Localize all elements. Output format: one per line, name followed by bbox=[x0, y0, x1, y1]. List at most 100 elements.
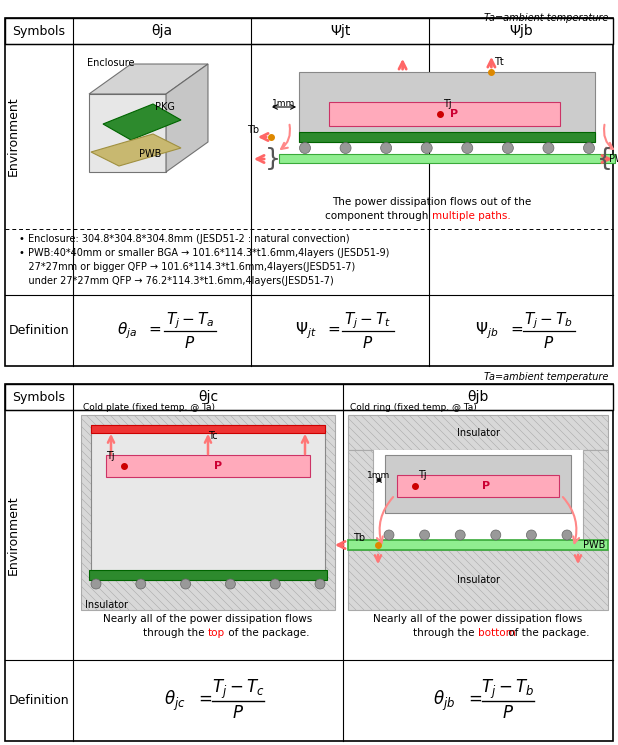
Text: $\Psi_{jt}$  $=$: $\Psi_{jt}$ $=$ bbox=[295, 320, 341, 340]
Bar bbox=[348, 450, 373, 540]
Text: Insulator: Insulator bbox=[85, 600, 128, 610]
Text: Tb: Tb bbox=[247, 125, 259, 135]
Text: bottom: bottom bbox=[478, 628, 516, 638]
Text: Ψjt: Ψjt bbox=[330, 24, 350, 38]
Circle shape bbox=[226, 579, 235, 589]
Text: P: P bbox=[482, 481, 490, 491]
Circle shape bbox=[420, 530, 430, 540]
Text: θjb: θjb bbox=[467, 390, 489, 404]
Text: Insulator: Insulator bbox=[457, 575, 499, 585]
Circle shape bbox=[462, 142, 473, 153]
Polygon shape bbox=[89, 94, 166, 172]
Bar bbox=[299, 72, 595, 142]
Text: PWB: PWB bbox=[583, 540, 605, 550]
Bar bbox=[89, 570, 327, 580]
Bar bbox=[5, 18, 613, 366]
Bar bbox=[279, 154, 615, 163]
Circle shape bbox=[583, 142, 595, 153]
Text: PKG: PKG bbox=[155, 102, 175, 112]
Text: Ψjb: Ψjb bbox=[509, 24, 533, 38]
Text: top: top bbox=[208, 628, 225, 638]
Text: Environment: Environment bbox=[7, 495, 20, 575]
Circle shape bbox=[270, 579, 280, 589]
Text: $T_j - T_b$: $T_j - T_b$ bbox=[525, 310, 574, 331]
Text: Definition: Definition bbox=[9, 324, 69, 337]
Text: Symbols: Symbols bbox=[12, 25, 66, 37]
Bar bbox=[5, 384, 613, 410]
Circle shape bbox=[91, 579, 101, 589]
Text: $\theta_{jb}$  $=$: $\theta_{jb}$ $=$ bbox=[433, 688, 483, 713]
Bar bbox=[81, 415, 335, 610]
Text: Enclosure: Enclosure bbox=[87, 58, 135, 68]
Circle shape bbox=[421, 142, 432, 153]
Text: $T_j - T_t$: $T_j - T_t$ bbox=[344, 310, 392, 331]
Text: $T_j - T_a$: $T_j - T_a$ bbox=[166, 310, 214, 331]
Circle shape bbox=[562, 530, 572, 540]
Text: $T_j - T_c$: $T_j - T_c$ bbox=[211, 678, 265, 701]
Circle shape bbox=[315, 579, 325, 589]
Text: θjc: θjc bbox=[198, 390, 218, 404]
Text: $\theta_{ja}$  $=$: $\theta_{ja}$ $=$ bbox=[117, 320, 163, 340]
Circle shape bbox=[381, 142, 392, 153]
Text: multiple paths.: multiple paths. bbox=[432, 211, 510, 221]
Text: Tt: Tt bbox=[494, 57, 504, 67]
Text: $P$: $P$ bbox=[232, 705, 244, 723]
Polygon shape bbox=[103, 104, 181, 140]
Circle shape bbox=[455, 530, 465, 540]
Bar bbox=[5, 18, 613, 44]
Circle shape bbox=[136, 579, 146, 589]
Text: through the: through the bbox=[413, 628, 478, 638]
Text: Tb: Tb bbox=[353, 533, 365, 543]
Text: Cold plate (fixed temp. @ Ta): Cold plate (fixed temp. @ Ta) bbox=[83, 403, 215, 412]
Polygon shape bbox=[91, 134, 181, 166]
Bar bbox=[348, 450, 608, 540]
Text: Tc: Tc bbox=[208, 431, 218, 441]
Bar bbox=[91, 425, 325, 433]
Text: Cold ring (fixed temp. @ Ta): Cold ring (fixed temp. @ Ta) bbox=[350, 403, 476, 412]
Text: }: } bbox=[265, 147, 281, 171]
Text: Symbols: Symbols bbox=[12, 390, 66, 404]
Bar bbox=[91, 425, 325, 580]
Text: 27*27mm or bigger QFP → 101.6*114.3*t1.6mm,4layers(JESD51-7): 27*27mm or bigger QFP → 101.6*114.3*t1.6… bbox=[19, 262, 355, 272]
Text: Environment: Environment bbox=[7, 97, 20, 177]
Text: $P$: $P$ bbox=[502, 705, 514, 723]
Circle shape bbox=[543, 142, 554, 153]
Text: θja: θja bbox=[151, 24, 172, 38]
Text: • Enclosure: 304.8*304.8*304.8mm (JESD51-2 : natural convection): • Enclosure: 304.8*304.8*304.8mm (JESD51… bbox=[19, 234, 350, 244]
Text: Tj: Tj bbox=[106, 451, 114, 461]
Text: P: P bbox=[451, 109, 459, 119]
Bar bbox=[106, 455, 310, 477]
Bar bbox=[348, 415, 608, 450]
Bar bbox=[5, 384, 613, 741]
Text: $P$: $P$ bbox=[184, 335, 195, 350]
Bar bbox=[583, 450, 608, 540]
Circle shape bbox=[527, 530, 536, 540]
Polygon shape bbox=[166, 64, 208, 172]
Bar bbox=[329, 102, 560, 126]
Text: 1mm: 1mm bbox=[273, 99, 295, 108]
Text: PWB: PWB bbox=[139, 149, 161, 159]
Text: 1mm: 1mm bbox=[367, 471, 391, 480]
Bar bbox=[348, 540, 608, 550]
Text: Nearly all of the power dissipation flows: Nearly all of the power dissipation flow… bbox=[103, 614, 313, 624]
Bar bbox=[299, 132, 595, 142]
Text: through the: through the bbox=[143, 628, 208, 638]
Text: $T_j - T_b$: $T_j - T_b$ bbox=[481, 678, 535, 701]
Text: $\theta_{jc}$  $=$: $\theta_{jc}$ $=$ bbox=[164, 688, 212, 713]
Text: {: { bbox=[597, 147, 613, 171]
Text: P: P bbox=[214, 461, 222, 471]
Circle shape bbox=[491, 530, 501, 540]
Text: • PWB:40*40mm or smaller BGA → 101.6*114.3*t1.6mm,4layers (JESD51-9): • PWB:40*40mm or smaller BGA → 101.6*114… bbox=[19, 248, 389, 258]
Bar bbox=[385, 455, 571, 513]
Circle shape bbox=[502, 142, 514, 153]
Text: Tj: Tj bbox=[444, 99, 452, 109]
Circle shape bbox=[300, 142, 310, 153]
Text: $\Psi_{jb}$  $=$: $\Psi_{jb}$ $=$ bbox=[475, 320, 523, 340]
Text: component through: component through bbox=[325, 211, 432, 221]
Text: of the package.: of the package. bbox=[225, 628, 310, 638]
Text: Insulator: Insulator bbox=[457, 428, 499, 437]
Text: under 27*27mm QFP → 76.2*114.3*t1.6mm,4layers(JESD51-7): under 27*27mm QFP → 76.2*114.3*t1.6mm,4l… bbox=[19, 276, 334, 286]
Text: $P$: $P$ bbox=[362, 335, 374, 350]
Text: Nearly all of the power dissipation flows: Nearly all of the power dissipation flow… bbox=[373, 614, 583, 624]
Text: PWB: PWB bbox=[609, 153, 618, 163]
